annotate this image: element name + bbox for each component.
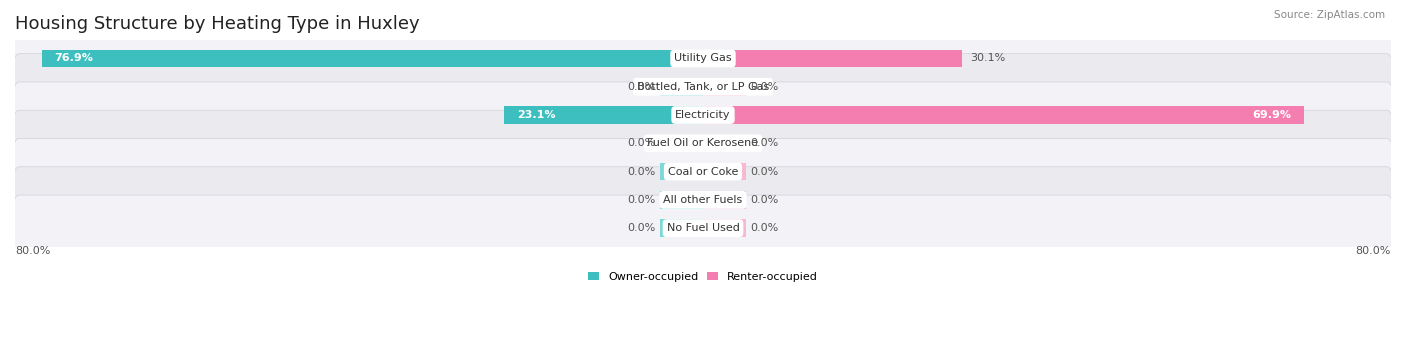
Bar <box>505 106 703 124</box>
FancyBboxPatch shape <box>13 26 1393 92</box>
Text: Bottled, Tank, or LP Gas: Bottled, Tank, or LP Gas <box>637 82 769 92</box>
Bar <box>703 50 962 67</box>
FancyBboxPatch shape <box>13 167 1393 233</box>
Text: Electricity: Electricity <box>675 110 731 120</box>
Legend: Owner-occupied, Renter-occupied: Owner-occupied, Renter-occupied <box>583 267 823 286</box>
Bar <box>703 219 747 237</box>
Bar <box>659 191 703 209</box>
Text: 0.0%: 0.0% <box>751 195 779 205</box>
Text: 69.9%: 69.9% <box>1253 110 1291 120</box>
FancyBboxPatch shape <box>13 138 1393 205</box>
Text: 23.1%: 23.1% <box>517 110 555 120</box>
Bar <box>42 50 703 67</box>
Text: Utility Gas: Utility Gas <box>675 54 731 63</box>
Text: No Fuel Used: No Fuel Used <box>666 223 740 233</box>
Bar <box>703 191 747 209</box>
Text: 0.0%: 0.0% <box>751 138 779 148</box>
FancyBboxPatch shape <box>13 195 1393 261</box>
FancyBboxPatch shape <box>13 110 1393 176</box>
Text: Source: ZipAtlas.com: Source: ZipAtlas.com <box>1274 10 1385 20</box>
Bar <box>659 78 703 95</box>
Text: 0.0%: 0.0% <box>627 223 655 233</box>
FancyBboxPatch shape <box>13 82 1393 148</box>
Text: Fuel Oil or Kerosene: Fuel Oil or Kerosene <box>647 138 759 148</box>
Text: 30.1%: 30.1% <box>970 54 1005 63</box>
Text: All other Fuels: All other Fuels <box>664 195 742 205</box>
Text: Housing Structure by Heating Type in Huxley: Housing Structure by Heating Type in Hux… <box>15 15 419 33</box>
Bar <box>659 219 703 237</box>
Bar <box>703 135 747 152</box>
Bar <box>703 163 747 180</box>
Bar <box>703 106 1305 124</box>
Bar <box>659 163 703 180</box>
FancyBboxPatch shape <box>13 54 1393 120</box>
Text: 80.0%: 80.0% <box>15 246 51 256</box>
Text: 0.0%: 0.0% <box>627 82 655 92</box>
Text: 80.0%: 80.0% <box>1355 246 1391 256</box>
Text: 0.0%: 0.0% <box>627 138 655 148</box>
Text: 76.9%: 76.9% <box>55 54 93 63</box>
Text: Coal or Coke: Coal or Coke <box>668 167 738 177</box>
Text: 0.0%: 0.0% <box>627 167 655 177</box>
Text: 0.0%: 0.0% <box>751 82 779 92</box>
Text: 0.0%: 0.0% <box>751 167 779 177</box>
Bar <box>659 135 703 152</box>
Text: 0.0%: 0.0% <box>751 223 779 233</box>
Bar <box>703 78 747 95</box>
Text: 0.0%: 0.0% <box>627 195 655 205</box>
